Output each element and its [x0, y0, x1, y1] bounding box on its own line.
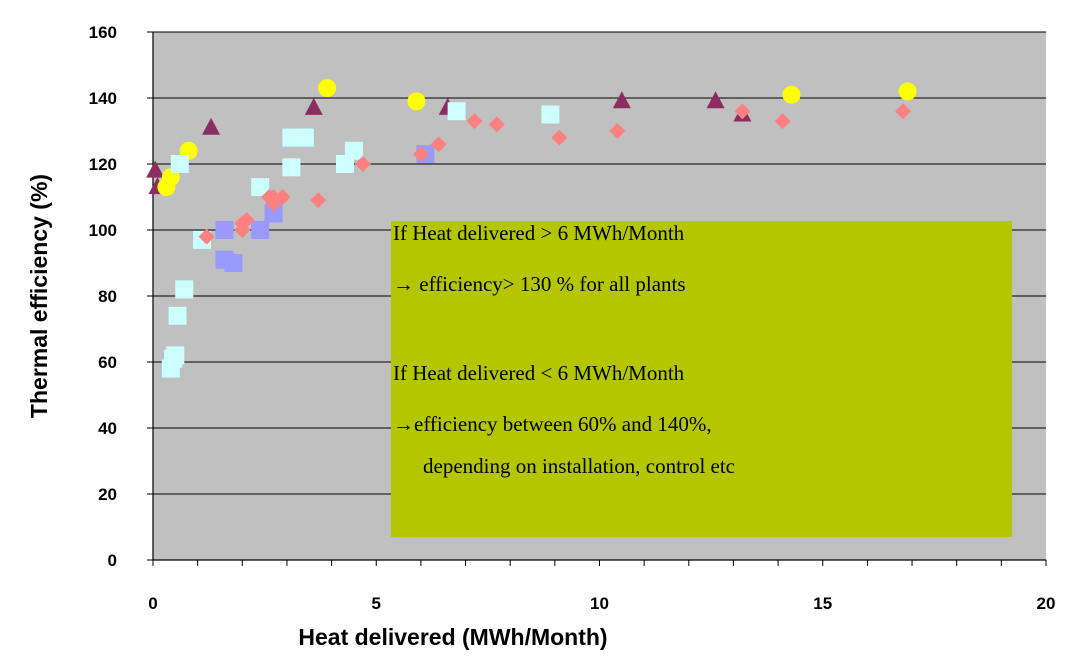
square-point [215, 221, 234, 239]
axes [147, 31, 1047, 566]
square-point [295, 128, 314, 147]
x-tick-label: 5 [372, 594, 381, 613]
diamond-point [274, 189, 291, 205]
y-tick-label: 0 [108, 551, 117, 570]
series-2-square [161, 102, 560, 378]
annotation-line-4: →efficiency between 60% and 140%, [393, 412, 712, 436]
square-point [282, 158, 301, 177]
square-point [447, 102, 466, 121]
circle-point [782, 85, 801, 104]
x-tick-label: 10 [590, 594, 609, 613]
square-point [224, 254, 243, 272]
annotation-line-3: If Heat delivered < 6 MWh/Month [393, 361, 685, 385]
diamond-point [265, 189, 282, 205]
annotation-background [391, 221, 1012, 537]
diamond-point [430, 136, 447, 153]
square-point [251, 178, 270, 197]
annotation-box: If Heat delivered > 6 MWh/Month → effici… [391, 221, 1012, 537]
data-points [146, 79, 917, 378]
y-tick-label: 60 [98, 353, 117, 372]
x-tick-label: 15 [813, 594, 832, 613]
y-tick-labels: 0 20 40 60 80 100 120 140 160 [89, 23, 117, 570]
x-axis-title: Heat delivered (MWh/Month) [298, 624, 607, 650]
square-point [166, 346, 185, 365]
y-tick-label: 100 [89, 221, 117, 240]
square-point [175, 280, 194, 299]
x-tick-label: 0 [148, 594, 157, 613]
diamond-point [551, 129, 568, 146]
annotation-line-1: If Heat delivered > 6 MWh/Month [393, 221, 685, 245]
square-point [170, 155, 189, 173]
triangle-point [202, 117, 221, 135]
diamond-point [354, 156, 371, 172]
square-point [344, 141, 363, 160]
diamond-point [412, 146, 429, 163]
triangle-point [146, 160, 165, 178]
x-tick-label: 20 [1037, 594, 1056, 613]
diamond-point [774, 113, 791, 130]
series-4-diamond [198, 103, 912, 245]
triangle-point [706, 91, 725, 109]
square-point [251, 221, 270, 239]
diamond-point [488, 116, 505, 133]
annotation-line-5: depending on installation, control etc [423, 454, 735, 478]
diamond-point [310, 192, 327, 209]
diamond-point [238, 212, 255, 229]
triangle-point [304, 97, 323, 115]
y-tick-label: 140 [89, 89, 117, 108]
diamond-point [466, 113, 483, 130]
diamond-point [609, 123, 626, 139]
square-point [264, 204, 283, 223]
diamond-point [734, 103, 751, 120]
y-tick-label: 120 [89, 155, 117, 174]
diamond-point [895, 103, 912, 120]
y-tick-label: 80 [98, 287, 117, 306]
circle-point [407, 92, 426, 111]
triangle-point [612, 91, 631, 109]
square-point [168, 306, 187, 325]
diamond-point [198, 228, 215, 245]
circle-point [318, 79, 337, 98]
x-tick-labels: 0 5 10 15 20 [148, 594, 1055, 613]
y-tick-label: 20 [98, 485, 117, 504]
y-axis-title: Thermal efficiency (%) [26, 174, 52, 418]
annotation-line-2: → efficiency> 130 % for all plants [393, 272, 686, 296]
circle-point [898, 82, 917, 101]
square-point [541, 105, 560, 124]
y-tick-label: 40 [98, 419, 117, 438]
y-tick-label: 160 [89, 23, 117, 42]
